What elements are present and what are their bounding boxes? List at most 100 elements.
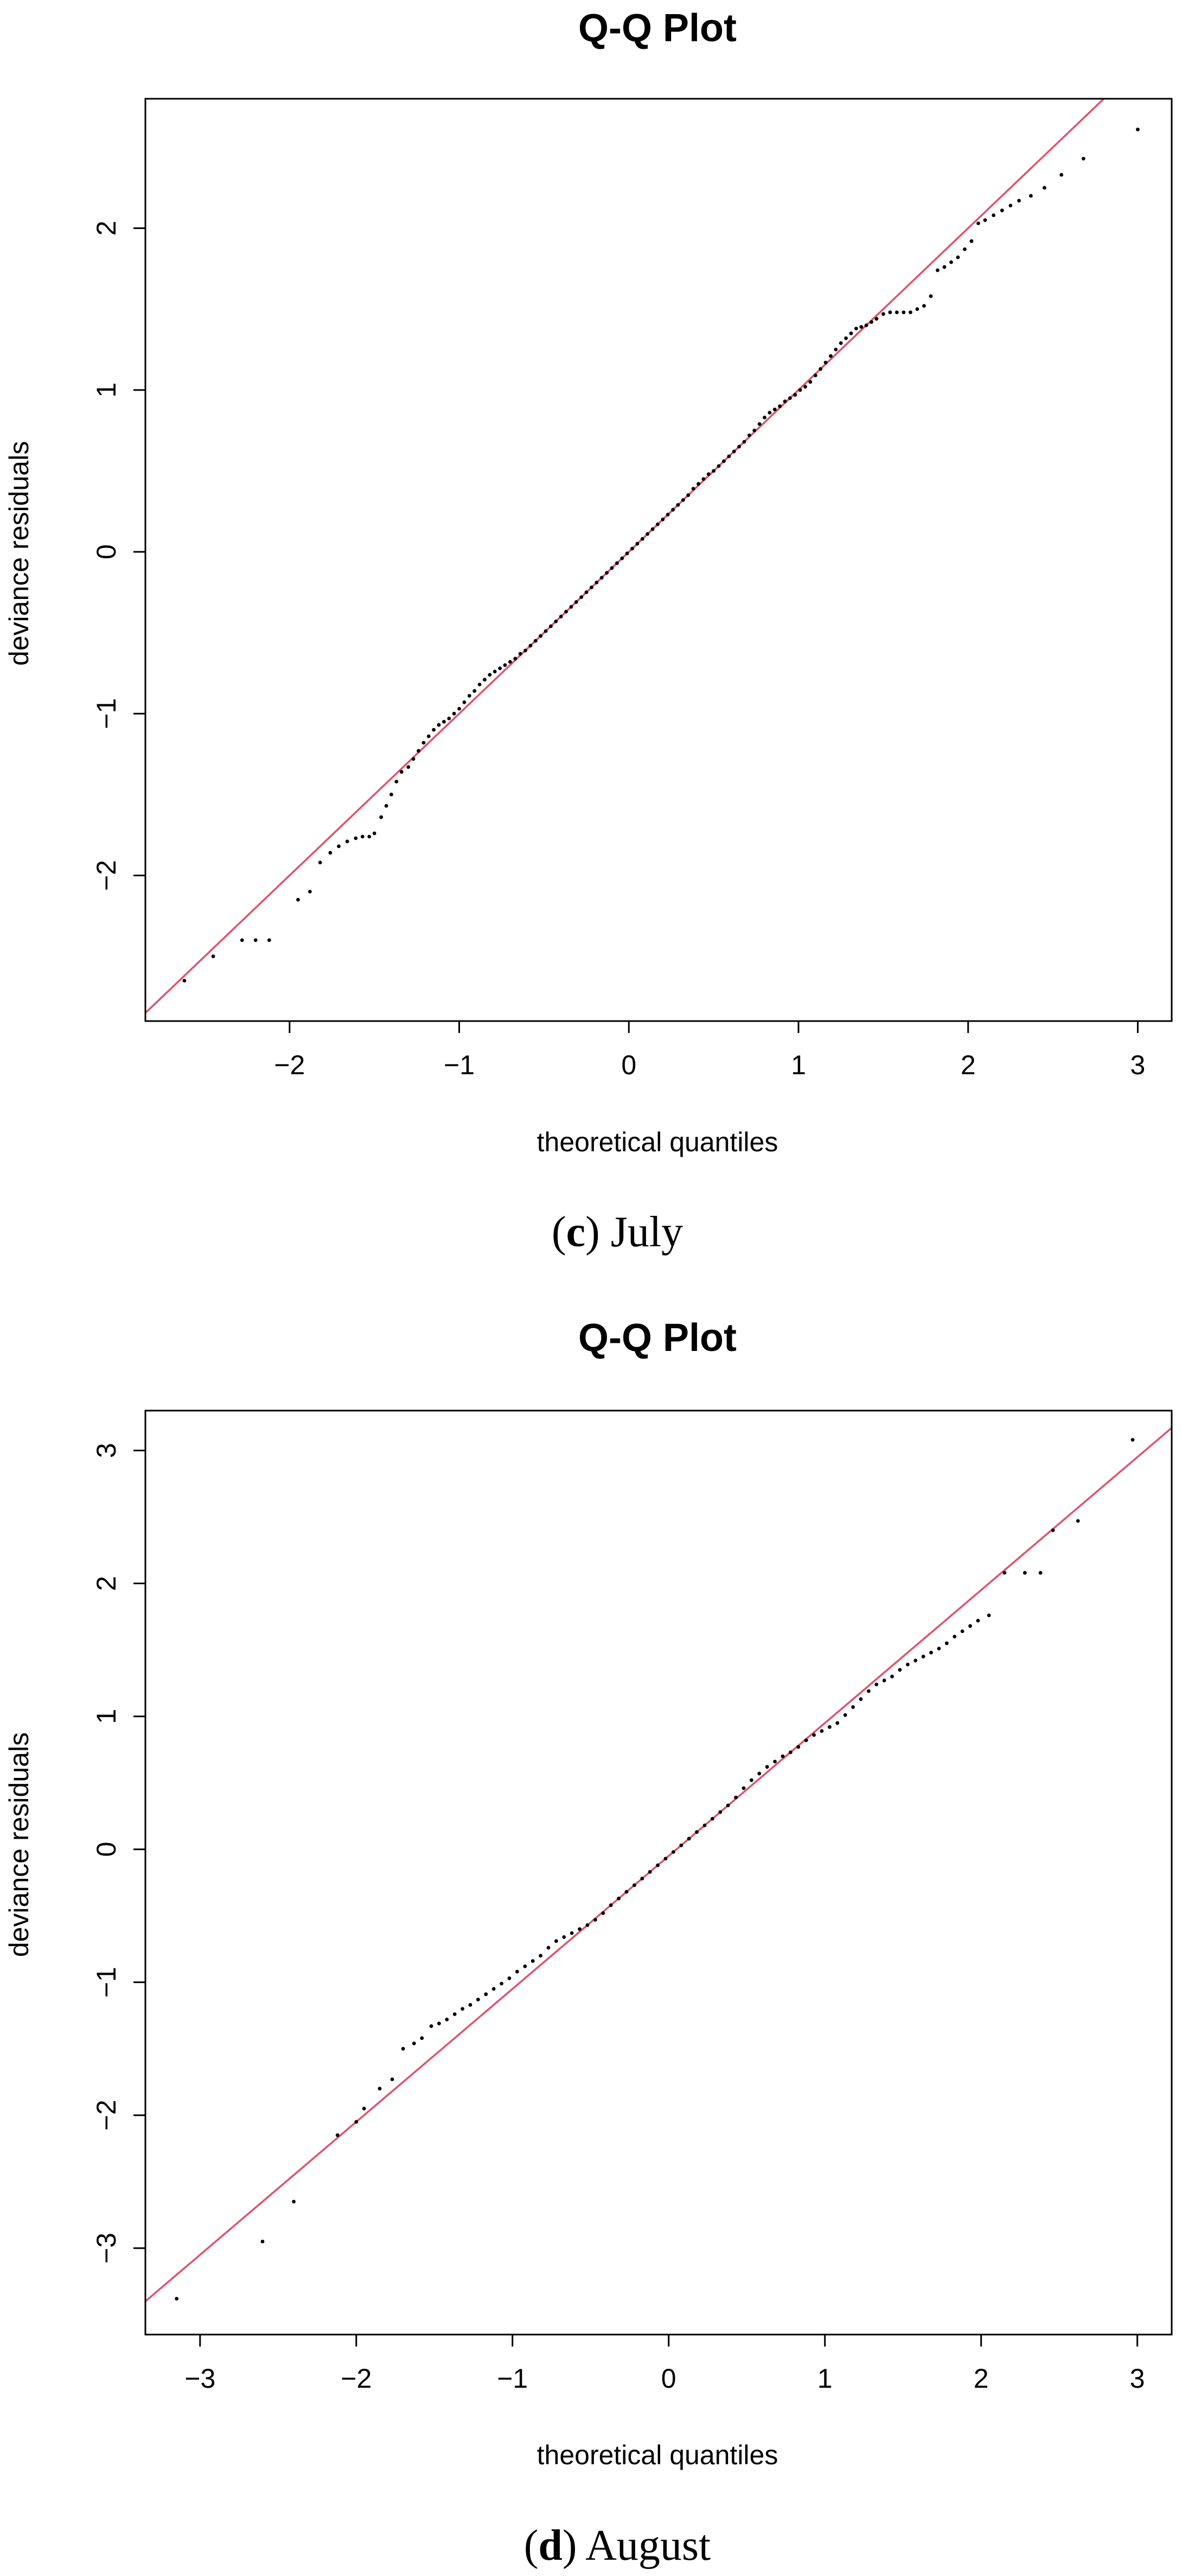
- data-point: [796, 1745, 801, 1749]
- data-point: [722, 459, 726, 463]
- data-point: [523, 648, 527, 653]
- data-point: [570, 1931, 574, 1935]
- data-point: [335, 2133, 340, 2137]
- data-point: [500, 1981, 503, 1986]
- x-tick-label: 0: [621, 1050, 636, 1080]
- data-point: [513, 656, 517, 661]
- data-point: [987, 1613, 991, 1617]
- data-point: [574, 600, 578, 604]
- data-point: [420, 2036, 424, 2040]
- data-point: [452, 711, 456, 716]
- plot-title: Q-Q Plot: [578, 7, 737, 50]
- plot-area: [144, 98, 1173, 1022]
- data-point: [508, 660, 512, 664]
- data-point: [783, 399, 787, 404]
- data-point: [518, 652, 522, 656]
- data-point: [528, 643, 533, 648]
- data-point: [605, 571, 609, 575]
- data-point: [732, 449, 736, 454]
- data-point: [328, 851, 333, 855]
- data-point: [562, 1935, 566, 1939]
- data-point: [515, 1969, 519, 1974]
- plot-frame: [144, 98, 1173, 1022]
- data-point: [820, 1729, 824, 1733]
- data-point: [417, 749, 420, 753]
- data-point: [778, 404, 782, 409]
- data-point: [922, 304, 926, 308]
- data-point: [812, 1733, 816, 1737]
- data-point: [781, 1754, 785, 1758]
- data-point: [1076, 1519, 1080, 1523]
- data-point: [462, 700, 467, 704]
- data-point: [671, 508, 675, 512]
- data-point: [533, 639, 538, 643]
- data-point: [937, 1647, 941, 1651]
- data-point: [813, 373, 817, 378]
- qq-plot-july-panel: Q-Q Plot deviance residuals theoretical …: [4, 7, 1173, 1256]
- data-point: [507, 1976, 512, 1980]
- data-point: [968, 1624, 972, 1628]
- data-point: [835, 1721, 840, 1725]
- data-point: [1043, 186, 1046, 190]
- data-point: [569, 605, 573, 609]
- data-point: [260, 2240, 265, 2243]
- data-point: [819, 367, 823, 371]
- data-point: [804, 1738, 808, 1743]
- caption-letter: d: [538, 2522, 563, 2569]
- data-point: [1059, 173, 1064, 177]
- data-point: [546, 1946, 551, 1950]
- data-point: [798, 388, 802, 392]
- data-point: [895, 310, 899, 315]
- data-point: [843, 1713, 847, 1717]
- data-point: [308, 890, 312, 894]
- data-point: [772, 407, 777, 412]
- data-point: [406, 765, 411, 769]
- y-tick-label: 0: [91, 544, 122, 559]
- y-tick-label: −2: [91, 860, 122, 891]
- data-point: [599, 576, 604, 580]
- data-point: [175, 2297, 178, 2301]
- data-point: [544, 629, 548, 633]
- data-point: [539, 634, 543, 638]
- data-point: [944, 1641, 949, 1646]
- data-point: [702, 1823, 707, 1827]
- data-point: [701, 477, 706, 481]
- data-point: [421, 741, 426, 745]
- data-point: [827, 1725, 832, 1729]
- data-point: [401, 2046, 405, 2051]
- caption-text: August: [585, 2522, 711, 2569]
- data-point: [808, 380, 813, 384]
- data-point: [498, 666, 502, 671]
- data-point: [679, 1843, 683, 1847]
- data-point: [742, 439, 746, 444]
- data-point: [429, 2024, 433, 2028]
- y-axis-label: deviance residuals: [4, 1732, 34, 1957]
- data-point: [1000, 208, 1004, 213]
- data-point: [182, 979, 187, 983]
- data-point: [686, 493, 691, 498]
- data-point: [921, 1654, 925, 1659]
- data-point: [337, 844, 341, 849]
- data-point: [610, 566, 614, 570]
- data-point: [648, 1870, 652, 1874]
- x-tick-label: −2: [341, 2363, 372, 2394]
- data-point: [584, 590, 589, 595]
- data-point: [976, 1618, 980, 1623]
- data-point: [362, 2107, 366, 2110]
- x-tick-label: 3: [1130, 1050, 1146, 1080]
- data-point: [851, 1705, 855, 1709]
- data-point: [632, 1883, 636, 1888]
- x-tick-label: −1: [497, 2363, 528, 2394]
- data-point: [646, 532, 650, 536]
- data-point: [757, 1771, 762, 1776]
- data-point: [1023, 1571, 1027, 1575]
- plot-title: Q-Q Plot: [578, 1316, 737, 1360]
- data-point: [447, 716, 451, 720]
- data-point: [483, 678, 487, 682]
- y-tick-label: −2: [91, 2100, 122, 2131]
- x-tick-label: 1: [791, 1050, 806, 1080]
- data-point: [372, 831, 376, 836]
- data-point: [671, 1850, 675, 1854]
- data-point: [717, 464, 721, 468]
- data-point: [437, 723, 441, 727]
